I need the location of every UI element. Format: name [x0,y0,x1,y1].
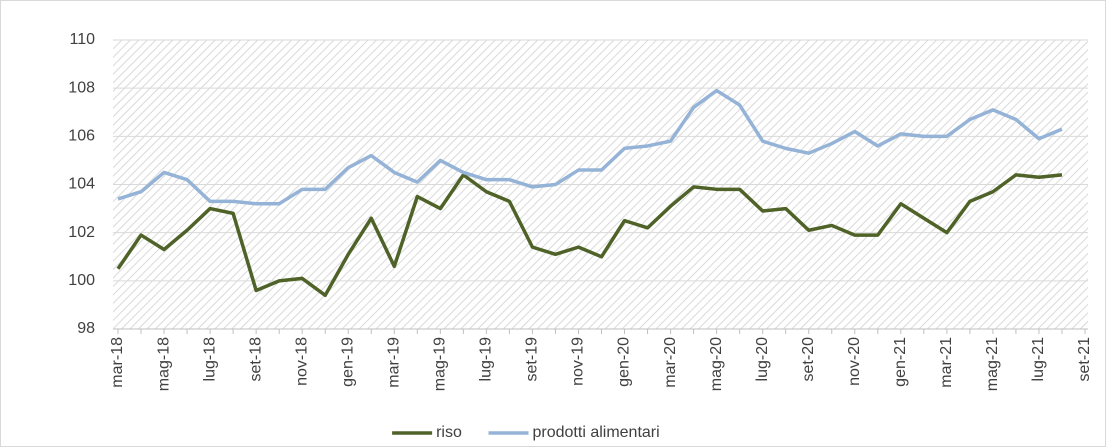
x-tick-label: gen-19 [339,337,356,387]
x-tick-label: nov-19 [570,337,587,386]
x-tick-label: mag-21 [984,337,1001,391]
y-tick-label: 110 [69,31,95,48]
legend-label: prodotti alimentari [533,424,660,441]
x-tick-label: mag-20 [708,337,725,391]
x-tick-label: lug-20 [754,337,771,382]
y-tick-label: 98 [77,320,95,337]
x-tick-label: gen-21 [892,337,909,387]
x-tick-label: mag-18 [155,337,172,391]
line-series [116,173,1063,298]
y-tick-label: 104 [68,176,95,193]
x-tick-label: lug-21 [1030,337,1047,382]
x-tick-label: mar-18 [109,337,126,388]
legend-label: riso [436,424,462,441]
x-tick-label: set-20 [800,337,817,382]
x-tick-label: mar-20 [662,337,679,388]
x-tick-label: nov-20 [846,337,863,386]
y-tick-label: 108 [68,79,95,96]
x-tick-label: lug-19 [478,337,495,382]
x-tick-label: mar-21 [938,337,955,388]
y-tick-label: 102 [68,224,95,241]
x-tick-label: lug-18 [201,337,218,382]
x-tick-label: set-19 [524,337,541,382]
x-tick-label: set-21 [1076,337,1093,382]
x-tick-label: mar-19 [386,337,403,388]
y-tick-label: 106 [68,128,95,145]
x-tick-label: set-18 [247,337,264,382]
x-tick-label: gen-20 [616,337,633,387]
x-tick-label: nov-18 [293,337,310,386]
line-series [117,88,1063,206]
y-tick-label: 100 [68,272,95,289]
x-tick-label: mag-19 [432,337,449,391]
